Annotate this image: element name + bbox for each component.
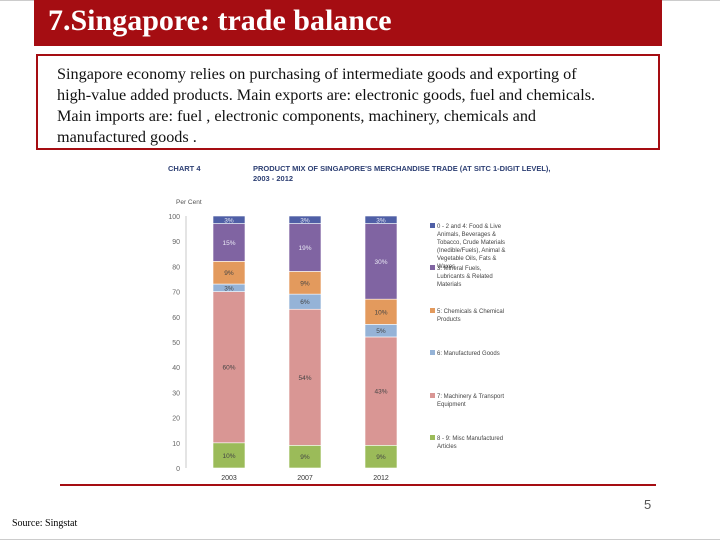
legend-label: 5: Chemicals & Chemical <box>437 309 504 315</box>
stacked-bar-chart: CHART 4 PRODUCT MIX OF SINGAPORE'S MERCHA… <box>168 164 551 482</box>
bottom-rule <box>60 484 656 486</box>
data-label: 9% <box>376 454 386 461</box>
legend-label: 6: Manufactured Goods <box>437 351 500 357</box>
legend-label: Vegetable Oils, Fats & <box>437 256 496 262</box>
y-tick-label: 80 <box>172 264 180 271</box>
x-tick-label: 2007 <box>297 475 313 482</box>
y-axis-label: Per Cent <box>176 199 202 206</box>
description-line-1: Singapore economy relies on purchasing o… <box>57 65 577 83</box>
legend-swatch <box>430 435 435 440</box>
legend-label: Articles <box>437 444 457 450</box>
description-text: Singapore economy relies on purchasing o… <box>57 64 657 148</box>
legend-label: 8 - 9: Misc Manufactured <box>437 436 503 442</box>
y-tick-label: 40 <box>172 365 180 372</box>
bar-segment <box>364 223 398 300</box>
bar-segment <box>212 215 246 224</box>
data-label: 3% <box>300 217 310 224</box>
x-tick-label: 2012 <box>373 475 389 482</box>
legend-swatch <box>430 223 435 228</box>
x-tick-label: 2003 <box>221 475 237 482</box>
data-label: 54% <box>298 375 311 382</box>
legend-label: Tobacco, Crude Materials <box>437 240 505 246</box>
data-label: 30% <box>374 259 387 266</box>
data-label: 3% <box>376 217 386 224</box>
bar-segment <box>288 308 322 446</box>
legend-label: (Inedible/Fuels), Animal & <box>437 248 505 254</box>
chart-title-line-2: 2003 - 2012 <box>253 174 293 183</box>
legend-label: Waxes <box>437 264 455 270</box>
bar-segment <box>288 215 322 224</box>
y-tick-label: 100 <box>168 214 180 221</box>
chart-title-label: CHART 4 <box>168 164 201 173</box>
slide-title: 7.Singapore: trade balance <box>48 4 392 37</box>
data-label: 9% <box>224 270 234 277</box>
data-label: 9% <box>300 454 310 461</box>
data-label: 9% <box>300 280 310 287</box>
data-label: 3% <box>224 285 234 292</box>
legend-swatch <box>430 350 435 355</box>
legend-label: Equipment <box>437 402 466 408</box>
data-label: 5% <box>376 328 386 335</box>
legend-label: 0 - 2 and 4: Food & Live <box>437 224 502 230</box>
page-number: 5 <box>644 497 652 512</box>
bar-segment <box>364 215 398 224</box>
data-label: 19% <box>298 245 311 252</box>
y-tick-label: 10 <box>172 441 180 448</box>
data-label: 3% <box>224 217 234 224</box>
y-tick-label: 50 <box>172 340 180 347</box>
y-tick-label: 20 <box>172 416 180 423</box>
y-tick-label: 30 <box>172 390 180 397</box>
y-tick-label: 60 <box>172 315 180 322</box>
legend-label: Products <box>437 317 461 323</box>
data-label: 43% <box>374 389 387 396</box>
title-bar: 7.Singapore: trade balance <box>34 0 662 46</box>
bar-segment <box>364 298 398 325</box>
y-tick-label: 0 <box>176 466 180 473</box>
source-note: Source: Singstat <box>12 518 78 529</box>
y-tick-label: 70 <box>172 290 180 297</box>
description-line-3: Main imports are: fuel , electronic comp… <box>57 107 537 125</box>
description-line-2: high-value added products. Main exports … <box>57 86 596 104</box>
legend-label: Lubricants & Related <box>437 274 493 280</box>
y-tick-label: 90 <box>172 239 180 246</box>
legend-swatch <box>430 308 435 313</box>
chart-image: CHART 4 PRODUCT MIX OF SINGAPORE'S MERCHA… <box>158 158 572 490</box>
data-label: 60% <box>222 365 235 372</box>
legend-swatch <box>430 393 435 398</box>
data-label: 10% <box>222 453 235 460</box>
description-box: Singapore economy relies on purchasing o… <box>36 54 660 150</box>
data-label: 15% <box>222 240 235 247</box>
bar-segment <box>212 291 246 444</box>
data-label: 6% <box>300 299 310 306</box>
legend-label: Materials <box>437 282 461 288</box>
description-line-4: manufactured goods . <box>57 128 197 146</box>
legend-label: Animals, Beverages & <box>437 232 496 238</box>
data-label: 10% <box>374 309 387 316</box>
legend-label: 7: Machinery & Transport <box>437 394 504 400</box>
legend-label: 3: Mineral Fuels, <box>437 266 482 272</box>
chart-title-line-1: PRODUCT MIX OF SINGAPORE'S MERCHANDISE T… <box>253 164 551 173</box>
bar-segment <box>212 223 246 262</box>
legend-swatch <box>430 265 435 270</box>
